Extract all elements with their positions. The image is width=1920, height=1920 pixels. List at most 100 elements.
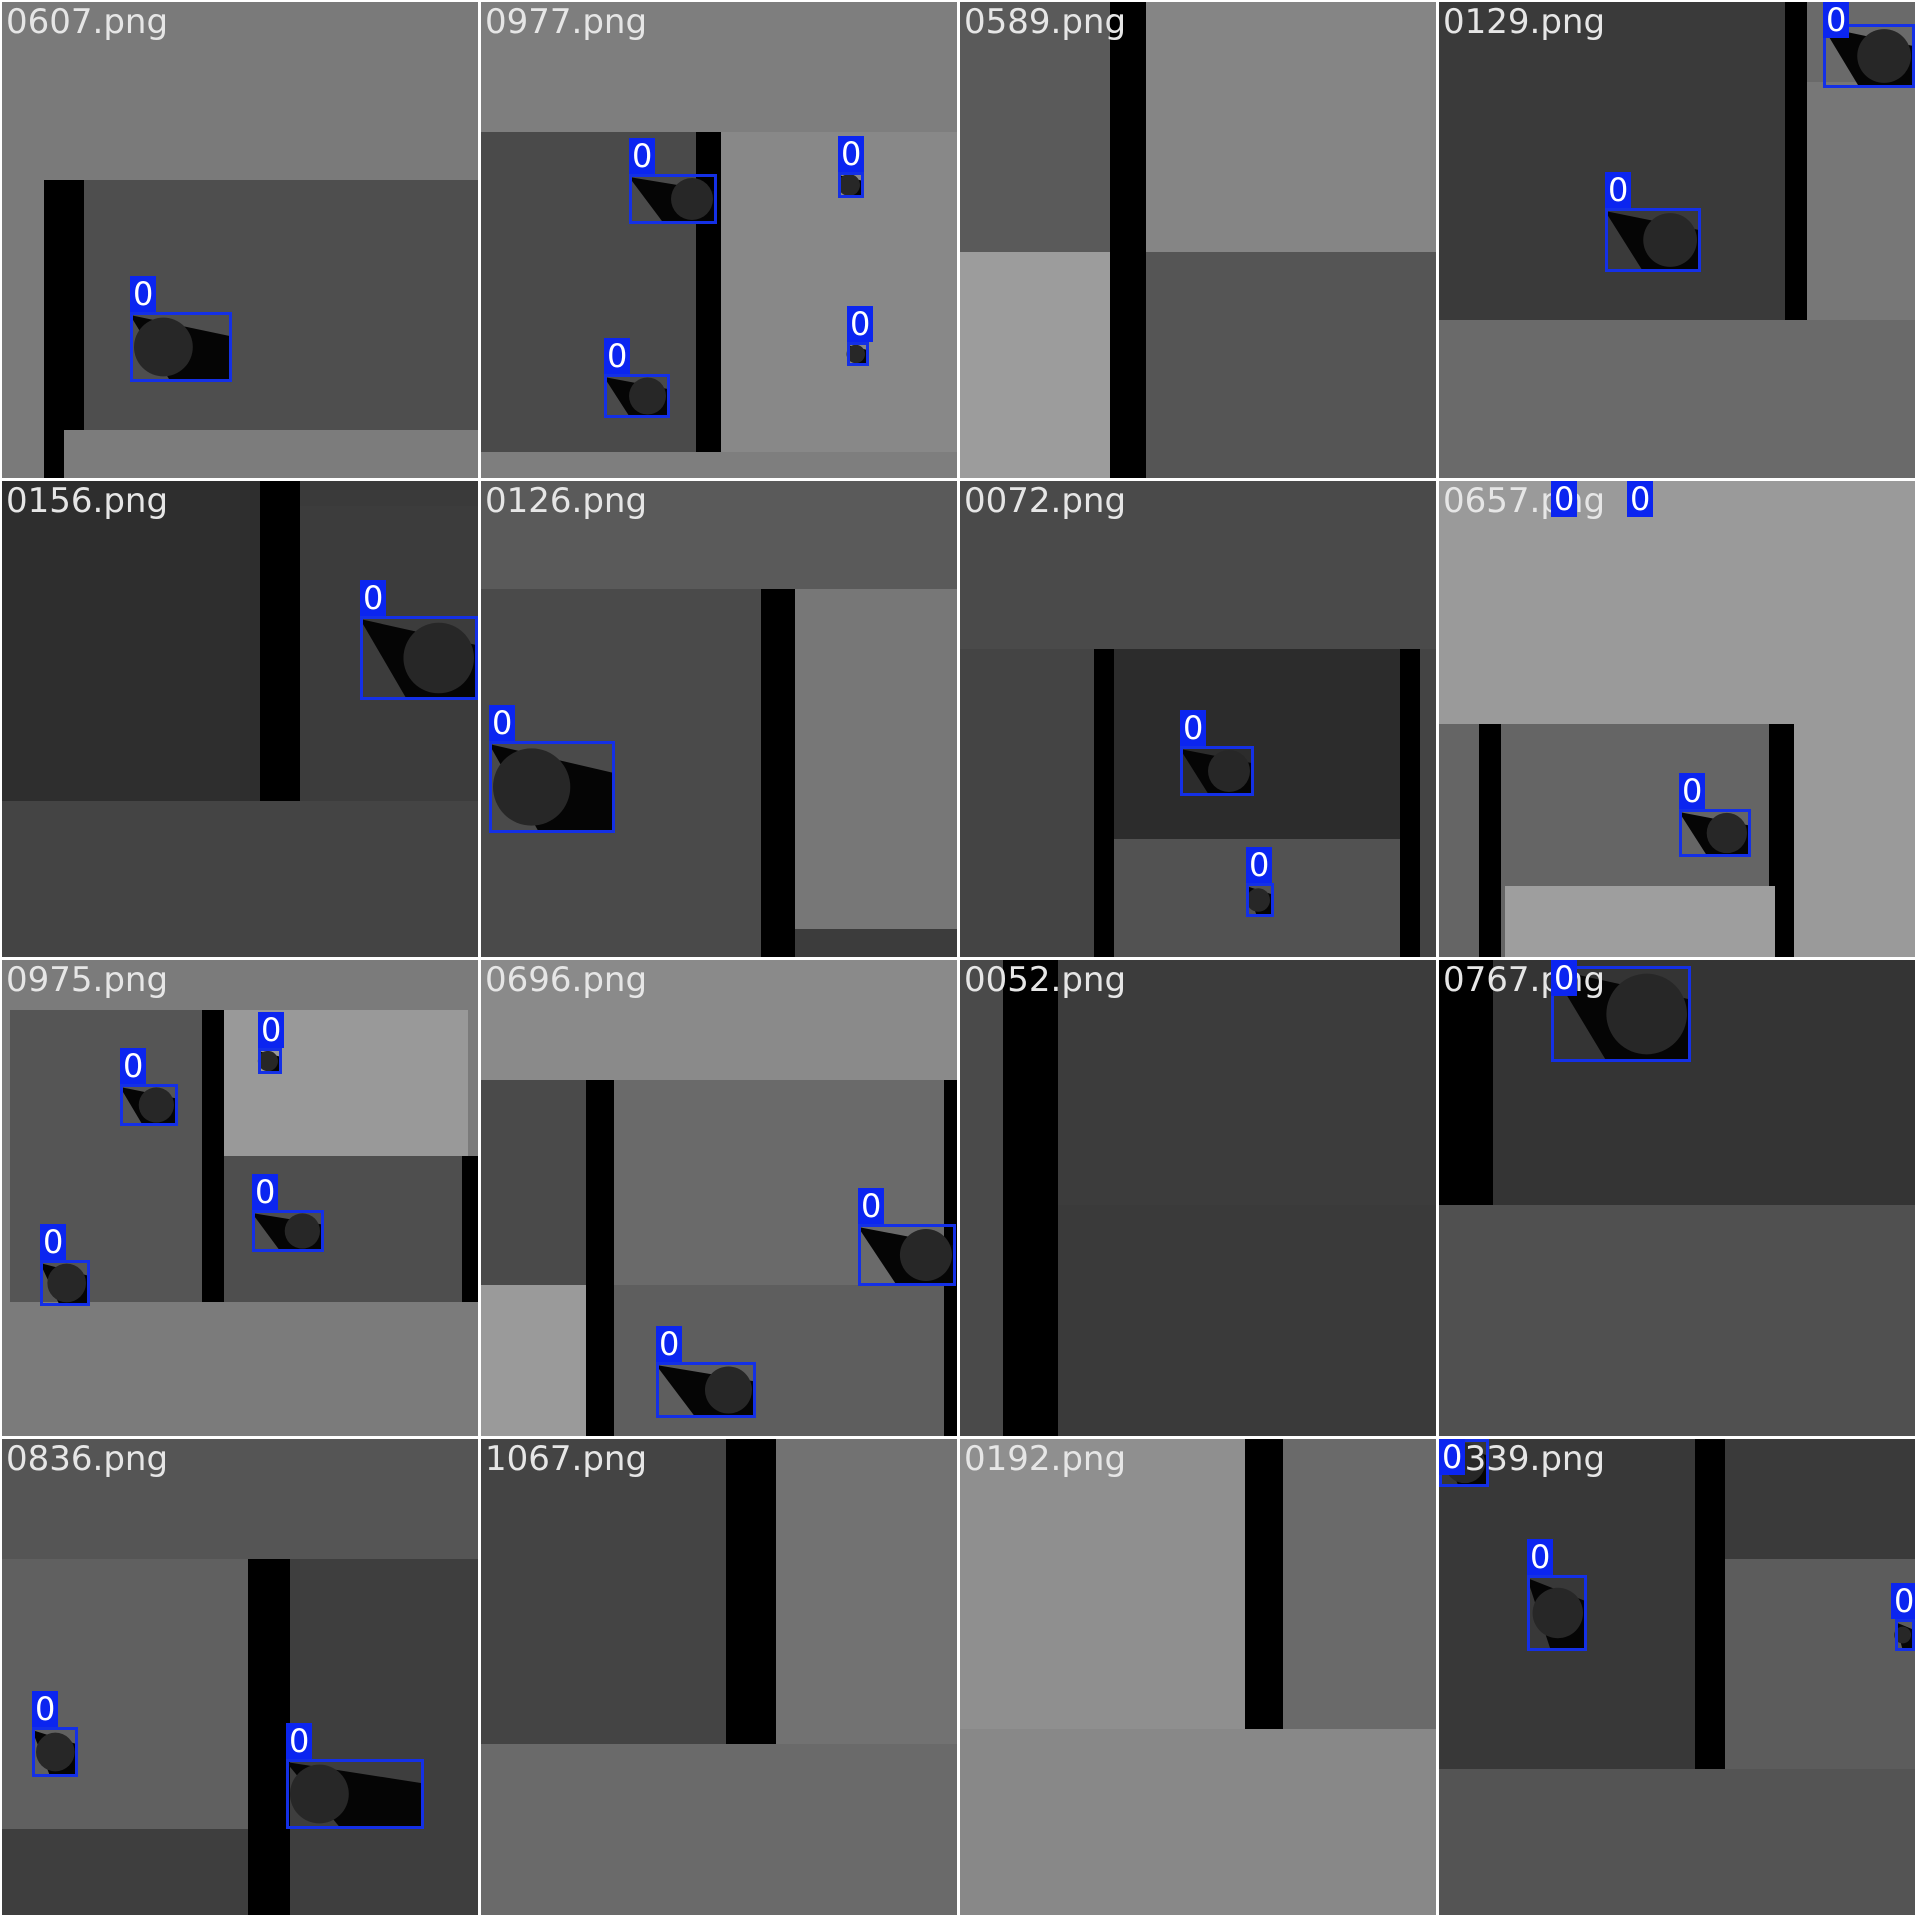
scene-region [2, 481, 260, 801]
class-label-tag: 0 [1679, 773, 1706, 809]
detection-box[interactable] [838, 172, 864, 198]
scene-region [202, 1010, 224, 1302]
class-label-tag: 0 [1823, 2, 1850, 38]
class-label-tag: 0 [1551, 481, 1578, 517]
detection-box[interactable] [258, 1048, 282, 1074]
scene-region [1146, 252, 1436, 478]
scene-region [1807, 82, 1915, 320]
detection-box[interactable] [1679, 809, 1751, 857]
scene-region [1479, 724, 1501, 957]
tile-filename: 0129.png [1443, 2, 1606, 42]
scene-region [1283, 1439, 1436, 1729]
scene-region [1400, 649, 1420, 957]
mosaic-tile[interactable]: 0836.png 0 0 [2, 1439, 478, 1915]
detection-box[interactable] [604, 374, 670, 418]
object-circle [403, 622, 474, 694]
detection-box[interactable] [40, 1260, 90, 1306]
object-circle [284, 1213, 320, 1249]
scene-region [960, 960, 1003, 1436]
mosaic-tile[interactable]: 0589.png [960, 2, 1436, 478]
object-circle [134, 317, 193, 377]
scene-region [1003, 960, 1058, 1436]
mosaic-tile[interactable]: 0767.png 0 [1439, 960, 1915, 1436]
tile-filename: 0975.png [6, 960, 169, 1000]
mosaic-tile[interactable]: 0129.png 0 0 [1439, 2, 1915, 478]
object-circle [1208, 750, 1250, 792]
scene-region [586, 1080, 614, 1436]
detection-box[interactable] [32, 1727, 78, 1777]
scene-region [64, 430, 478, 478]
detection-box[interactable] [847, 342, 869, 366]
scene-region [726, 1439, 776, 1744]
scene-region [776, 1439, 957, 1744]
detection-box[interactable] [489, 741, 615, 833]
mosaic-tile[interactable]: 1067.png [481, 1439, 957, 1915]
class-label-tag: 0 [604, 338, 631, 374]
class-label-tag: 0 [656, 1326, 683, 1362]
mosaic-tile[interactable]: 0607.png 0 [2, 2, 478, 478]
scene-region [481, 1080, 586, 1285]
detection-box[interactable] [1895, 1619, 1915, 1651]
object-circle [1532, 1587, 1583, 1639]
detection-box[interactable] [1246, 883, 1274, 917]
object-circle [1606, 973, 1687, 1055]
mosaic-tile[interactable]: 0975.png 0 0 0 0 [2, 960, 478, 1436]
mosaic-tile[interactable]: 0657.png 0 0 0 [1439, 481, 1915, 957]
detection-box[interactable] [629, 174, 717, 224]
detection-box[interactable] [252, 1210, 324, 1252]
depth-image [960, 960, 1436, 1436]
detection-box[interactable] [120, 1084, 178, 1126]
object-circle [1894, 1626, 1911, 1644]
object-circle [1643, 213, 1697, 267]
object-circle [493, 748, 571, 826]
scene-region [44, 180, 478, 478]
scene-region [795, 589, 957, 929]
tile-filename: 0192.png [964, 1439, 1127, 1479]
depth-image [2, 481, 478, 957]
class-label-tag: 0 [252, 1174, 279, 1210]
scene-region [2, 1829, 248, 1915]
detection-box[interactable] [1823, 24, 1915, 88]
scene-region [1505, 886, 1775, 957]
tile-filename: 0589.png [964, 2, 1127, 42]
detection-box[interactable] [360, 616, 478, 700]
tile-filename: 0836.png [6, 1439, 169, 1479]
detection-box[interactable] [656, 1362, 756, 1418]
depth-image [1439, 2, 1915, 478]
scene-region [1146, 2, 1436, 252]
scene-region [260, 481, 300, 801]
class-label-tag: 0 [1627, 481, 1654, 517]
mosaic-tile[interactable]: 0696.png 0 0 [481, 960, 957, 1436]
depth-image [1439, 960, 1915, 1436]
class-label-tag: 0 [258, 1012, 285, 1048]
mosaic-tile[interactable]: 0072.png 0 0 [960, 481, 1436, 957]
mosaic-tile[interactable]: 0126.png 0 [481, 481, 957, 957]
detection-box[interactable] [1605, 208, 1701, 272]
scene-region [2, 801, 478, 957]
class-label-tag: 0 [1439, 1439, 1466, 1475]
object-circle [138, 1087, 174, 1123]
scene-region [761, 589, 795, 957]
class-label-tag: 0 [1605, 172, 1632, 208]
detection-box[interactable] [1551, 966, 1691, 1062]
detection-box[interactable] [1180, 746, 1254, 796]
class-label-tag: 0 [360, 580, 387, 616]
scene-region [960, 1439, 1245, 1729]
mosaic-tile[interactable]: 0156.png 0 [2, 481, 478, 957]
class-label-tag: 0 [120, 1048, 147, 1084]
scene-region [1493, 960, 1915, 1205]
object-circle [290, 1764, 349, 1824]
scene-region [1785, 2, 1807, 320]
mosaic-tile[interactable]: 0052.png [960, 960, 1436, 1436]
detection-box[interactable] [130, 312, 232, 382]
object-circle [899, 1228, 952, 1282]
detection-box[interactable] [286, 1759, 424, 1829]
scene-region [960, 252, 1110, 478]
detection-box[interactable] [1527, 1575, 1587, 1651]
detection-box[interactable] [858, 1224, 956, 1286]
mosaic-tile[interactable]: 0977.png 0 0 0 0 [481, 2, 957, 478]
scene-region [1695, 1439, 1725, 1769]
mosaic-tile[interactable]: 0192.png [960, 1439, 1436, 1915]
mosaic-tile[interactable]: 0339.png 0 0 0 [1439, 1439, 1915, 1915]
scene-region [1725, 1439, 1915, 1559]
